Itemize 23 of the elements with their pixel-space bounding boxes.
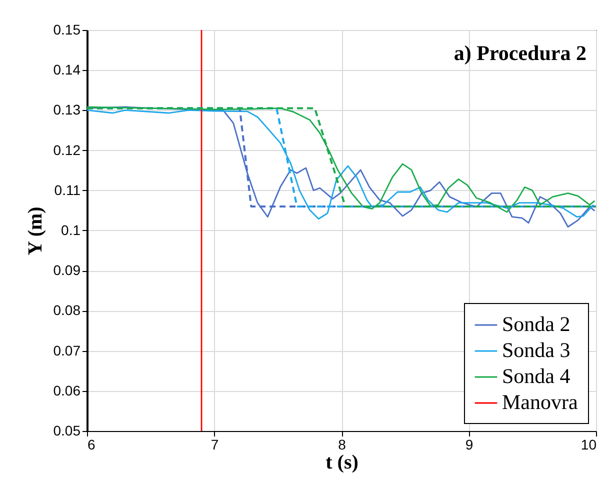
y-tick-label: 0.13 [53,102,81,118]
x-tick-label: 6 [88,436,96,452]
x-tick-label: 9 [465,436,474,452]
y-tick-label: 0.12 [53,142,81,158]
legend-label: Sonda 4 [502,364,571,388]
y-tick-label: 0.09 [53,262,81,278]
x-axis-title: t (s) [326,452,358,474]
text: a) Procedura 2 [454,41,586,65]
y-tick-label: 0.08 [53,302,81,318]
y-tick-label: 0.1 [61,222,81,238]
legend-label: Sonda 3 [502,338,570,362]
y-tick-label: 0.06 [53,382,81,398]
y-tick-label: 0.14 [53,62,81,78]
y-tick-label: 0.11 [54,182,81,198]
y-tick-label: 0.05 [53,422,81,438]
legend-label: Manovra [502,390,578,414]
y-axis-title: Y (m) [24,206,46,256]
y-tick-label: 0.15 [53,22,81,38]
x-tick-label: 10 [580,436,597,452]
y-tick-label: 0.07 [53,342,81,358]
legend-label: Sonda 2 [502,312,570,336]
x-tick-label: 7 [210,436,219,452]
x-tick-label: 8 [338,436,346,452]
